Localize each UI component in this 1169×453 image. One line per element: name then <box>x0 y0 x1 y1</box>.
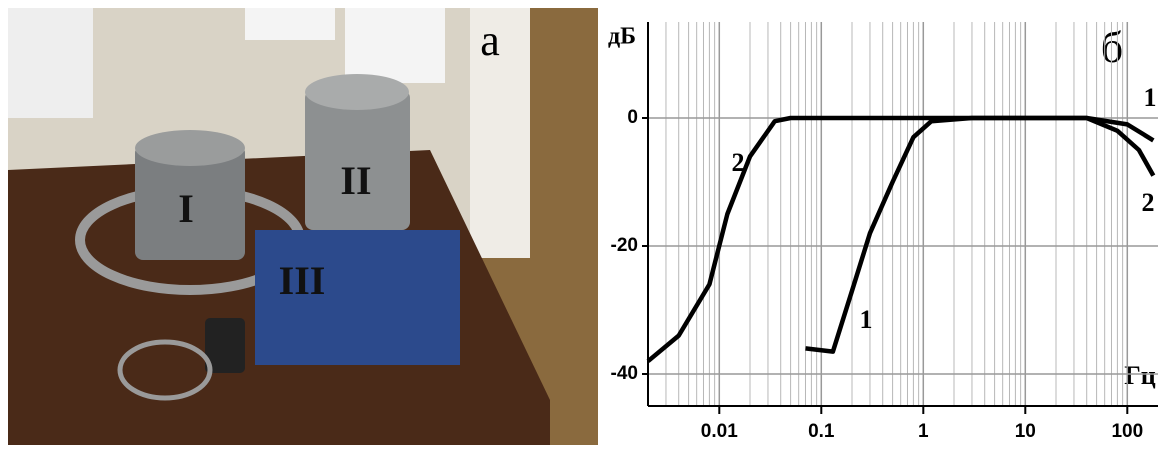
photo-sensor <box>135 145 245 260</box>
series-label: 2 <box>732 148 745 177</box>
photo-box <box>255 230 460 365</box>
x-tick-label: 0.01 <box>701 421 738 442</box>
y-tick-label: -40 <box>611 363 638 384</box>
photo-label: III <box>279 258 326 303</box>
x-tick-label: 10 <box>1015 421 1036 442</box>
chart: дБ Гц б 0.01 0.1 1 10 100 0 -20 -40 1 1 2 2 <box>608 22 1158 442</box>
photo-panel-label: а <box>480 16 500 65</box>
series-line <box>805 115 1155 354</box>
photo-paper <box>345 8 445 83</box>
x-tick-label: 100 <box>1111 421 1143 442</box>
photo-label: I <box>178 186 194 231</box>
series-label: 1 <box>1144 83 1157 112</box>
photo-sensor-top <box>305 74 409 110</box>
photo-sensor-top <box>135 130 245 166</box>
series-label: 2 <box>1142 188 1155 217</box>
series-line <box>646 115 1156 363</box>
y-tick-label: 0 <box>627 107 638 128</box>
photo-paper <box>8 8 93 118</box>
x-tick-label: 1 <box>918 421 929 442</box>
y-tick-label: -20 <box>611 235 638 256</box>
y-axis-label: дБ <box>608 24 636 50</box>
photo-sensor <box>305 90 410 230</box>
x-tick-label: 0.1 <box>808 421 835 442</box>
photo-door <box>470 8 530 258</box>
photo-paper <box>245 8 335 40</box>
photo-label: II <box>340 158 371 203</box>
photo-cable <box>117 339 213 401</box>
x-axis-label: Гц <box>1124 361 1156 390</box>
photo: а I II III <box>8 8 598 445</box>
photo-device <box>205 318 245 373</box>
panel-label: б <box>1101 23 1123 72</box>
series-label: 1 <box>860 305 873 334</box>
